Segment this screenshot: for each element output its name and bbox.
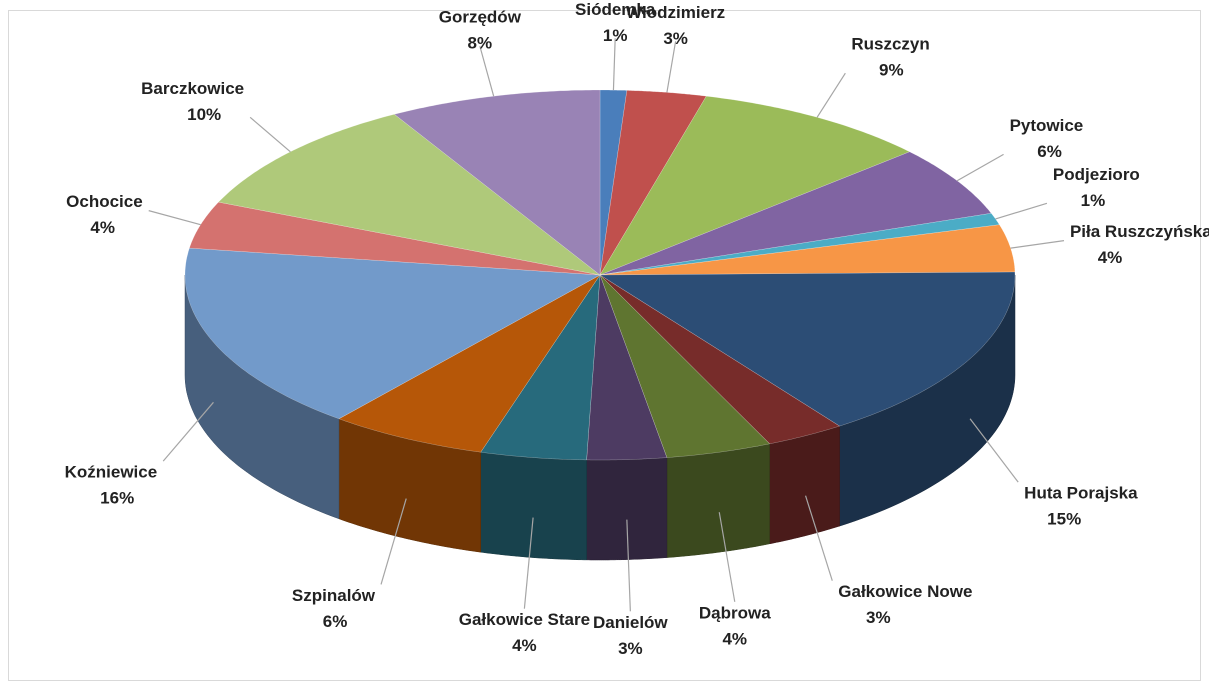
leader-line: [612, 38, 616, 91]
slice: [184, 247, 601, 420]
slice-side: [586, 457, 668, 561]
data-label-name: Dąbrowa: [699, 603, 771, 622]
slice-side: [666, 443, 770, 558]
data-label-name: Ruszczyn: [851, 35, 929, 54]
data-label-value: 4%: [722, 629, 747, 648]
data-label-name: Ochocice: [66, 192, 143, 211]
leader-line: [479, 45, 495, 97]
data-label-value: 4%: [512, 636, 537, 655]
leader-line: [816, 72, 846, 118]
leader-line: [995, 202, 1048, 220]
data-label-name: Danielów: [593, 613, 668, 632]
data-label-value: 10%: [187, 105, 221, 124]
leader-line: [1010, 240, 1065, 249]
data-label-value: 6%: [323, 612, 348, 631]
slice: [599, 271, 1016, 427]
data-label-value: 15%: [1047, 510, 1081, 529]
data-label-name: Podjezioro: [1053, 165, 1140, 184]
slice: [338, 274, 601, 453]
leader-line: [804, 495, 833, 581]
data-label-value: 16%: [100, 489, 134, 508]
data-label-value: 6%: [1037, 142, 1062, 161]
data-label-name: Włodzimierz: [626, 3, 725, 22]
data-label-value: 1%: [603, 26, 628, 45]
data-label-name: Szpinalów: [292, 586, 376, 605]
leader-line: [162, 401, 214, 462]
chart-border: [8, 10, 1201, 681]
leader-line: [969, 418, 1019, 483]
leader-line: [718, 512, 736, 602]
data-label-value: 3%: [618, 639, 643, 658]
leader-line: [666, 41, 677, 93]
slice: [599, 151, 992, 276]
data-label-value: 9%: [879, 61, 904, 80]
slice-side: [769, 425, 840, 545]
data-label-name: Koźniewice: [65, 463, 158, 482]
data-label-name: Gałkowice Nowe: [838, 582, 972, 601]
data-label-name: Barczkowice: [141, 79, 244, 98]
slice: [599, 274, 770, 458]
leader-line: [380, 498, 407, 585]
data-label-name: Piła Ruszczyńska: [1070, 222, 1209, 241]
slice-side: [480, 451, 587, 561]
slice: [393, 89, 601, 276]
leader-line: [249, 116, 291, 153]
data-label-name: Pytowice: [1010, 116, 1084, 135]
data-label-value: 8%: [468, 34, 493, 53]
slice: [586, 274, 668, 461]
slice: [599, 213, 1000, 276]
slice: [480, 274, 601, 461]
data-label-value: 4%: [1098, 248, 1123, 267]
data-label-name: Siódemka: [575, 0, 656, 19]
data-label-value: 1%: [1081, 191, 1106, 210]
data-label-name: Gorzędów: [439, 8, 522, 27]
leader-line: [626, 519, 631, 612]
data-label-value: 3%: [866, 608, 891, 627]
leader-line: [523, 517, 534, 609]
leader-line: [956, 153, 1004, 182]
leader-line: [148, 210, 201, 226]
data-label-value: 4%: [90, 218, 115, 237]
data-label-name: Huta Porajska: [1024, 484, 1138, 503]
data-label-value: 3%: [663, 29, 688, 48]
data-label-name: Gałkowice Stare: [459, 610, 590, 629]
slice: [599, 274, 841, 445]
